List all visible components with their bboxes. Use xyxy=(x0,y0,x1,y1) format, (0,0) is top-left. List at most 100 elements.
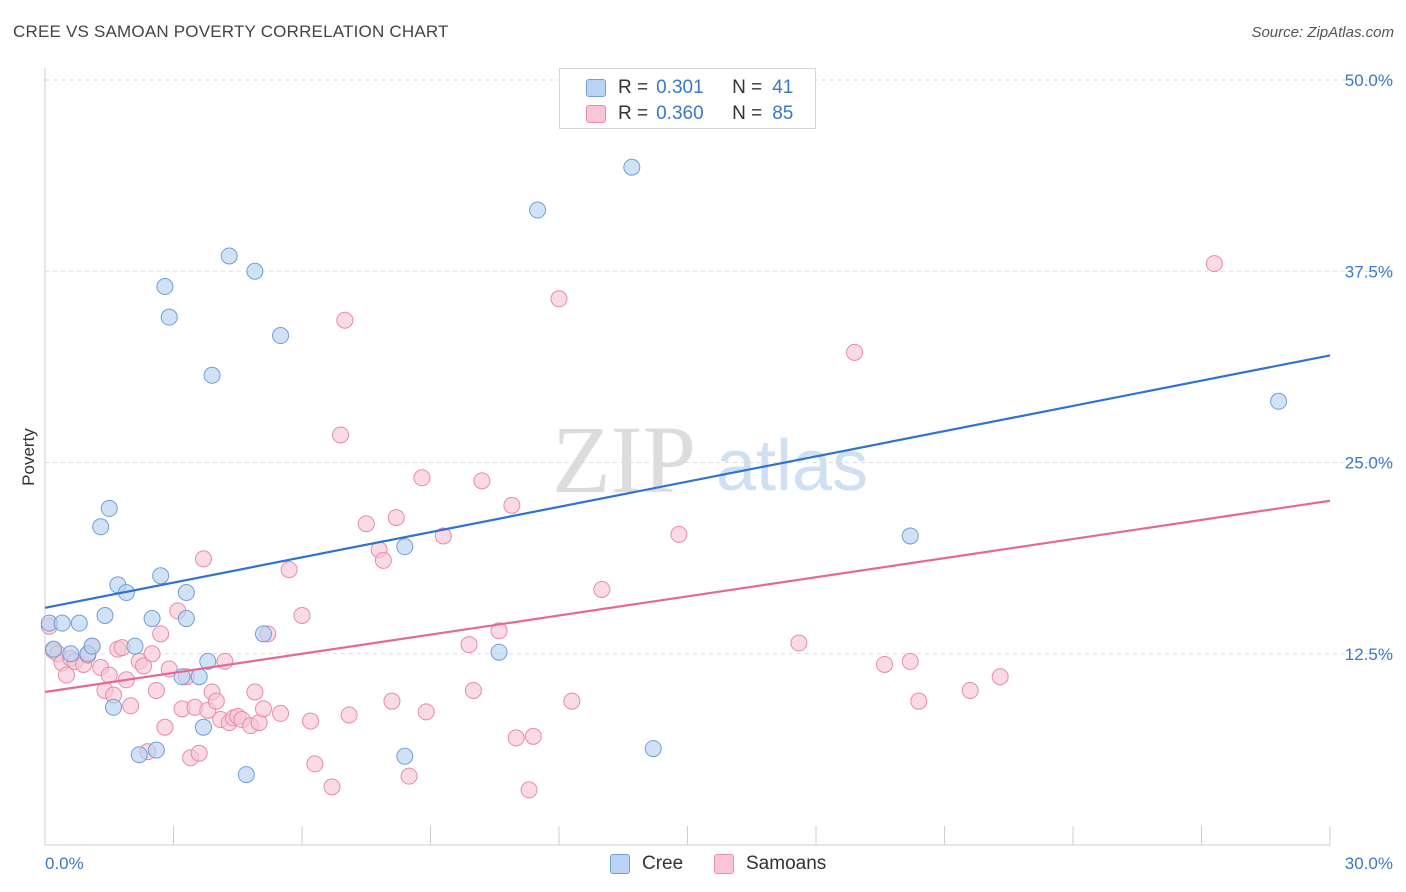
y-tick-label: 12.5% xyxy=(1345,645,1393,664)
samoan-point xyxy=(323,778,341,796)
cree-point xyxy=(53,614,71,632)
samoan-point xyxy=(460,636,478,654)
r-label: R = xyxy=(618,77,649,98)
cree-point xyxy=(152,567,170,585)
samoan-point xyxy=(152,625,170,643)
samoan-point xyxy=(147,681,165,699)
source-label: Source: ZipAtlas.com xyxy=(1251,24,1394,41)
cree-point xyxy=(254,625,272,643)
samoan-point xyxy=(254,700,272,718)
samoan-point xyxy=(357,515,375,533)
samoan-point xyxy=(413,469,431,487)
cree-point xyxy=(203,366,221,384)
samoan-point xyxy=(246,683,264,701)
samoan-point xyxy=(302,712,320,730)
samoan-point xyxy=(434,527,452,545)
samoans-legend-label: Samoans xyxy=(746,853,827,874)
n-label: N = xyxy=(732,103,763,124)
legend-row-cree: R = 0.301 N = 41 xyxy=(586,77,793,99)
samoan-point xyxy=(135,657,153,675)
y-tick-label: 37.5% xyxy=(1345,262,1393,281)
n-value: 41 xyxy=(772,77,794,98)
samoans-series xyxy=(40,255,1223,799)
samoan-point xyxy=(122,697,140,715)
cree-point xyxy=(490,643,508,661)
cree-point xyxy=(901,527,919,545)
cree-swatch xyxy=(586,79,606,97)
samoan-point xyxy=(194,550,212,568)
samoan-point xyxy=(507,729,525,747)
samoan-point xyxy=(550,290,568,308)
samoan-point xyxy=(520,781,538,799)
watermark-zip: ZIP xyxy=(552,406,696,513)
samoan-point xyxy=(790,634,808,652)
cree-point xyxy=(96,607,114,624)
samoan-point xyxy=(524,727,542,745)
samoan-point xyxy=(464,681,482,699)
cree-point xyxy=(177,584,195,602)
samoan-point xyxy=(383,692,401,710)
samoan-point xyxy=(593,580,611,598)
cree-point xyxy=(396,538,414,556)
cree-point xyxy=(199,652,217,670)
watermark-atlas: atlas xyxy=(716,426,868,506)
chart-title: CREE VS SAMOAN POVERTY CORRELATION CHART xyxy=(13,22,449,41)
samoan-point xyxy=(374,551,392,569)
r-label: R = xyxy=(618,103,649,124)
cree-point xyxy=(62,645,80,663)
y-tick-label: 50.0% xyxy=(1345,71,1393,90)
samoan-point xyxy=(293,607,311,624)
y-axis-title: Poverty xyxy=(19,428,38,486)
samoan-point xyxy=(503,496,521,514)
cree-point xyxy=(45,640,63,658)
bottom-legend-cree: Cree xyxy=(610,852,683,876)
samoan-point xyxy=(563,692,581,710)
samoans-swatch xyxy=(714,854,734,874)
cree-point xyxy=(143,610,161,628)
cree-point xyxy=(190,668,208,686)
cree-point xyxy=(246,262,264,280)
n-label: N = xyxy=(732,77,763,98)
cree-legend-label: Cree xyxy=(642,853,684,874)
watermark: ZIP atlas xyxy=(552,406,868,513)
cree-point xyxy=(396,747,414,765)
cree-point xyxy=(177,610,195,628)
samoan-point xyxy=(190,744,208,762)
samoan-point xyxy=(876,655,894,673)
samoan-point xyxy=(156,718,174,736)
x-tick-label-min: 0.0% xyxy=(45,854,84,873)
samoan-point xyxy=(901,652,919,670)
cree-point xyxy=(272,327,290,345)
cree-point xyxy=(156,278,174,296)
samoan-point xyxy=(400,767,418,785)
samoan-point xyxy=(57,666,75,684)
x-tick-label-max: 30.0% xyxy=(1345,854,1393,873)
cree-point xyxy=(100,499,118,517)
cree-swatch xyxy=(610,854,630,874)
y-tick-label: 25.0% xyxy=(1345,454,1393,473)
cree-point xyxy=(130,746,148,764)
cree-point xyxy=(160,308,178,326)
samoan-point xyxy=(670,525,688,543)
samoans-trend-line xyxy=(44,499,1331,694)
cree-point xyxy=(194,718,212,736)
cree-point xyxy=(105,698,123,716)
samoan-point xyxy=(991,668,1009,686)
trend-lines xyxy=(44,354,1331,694)
cree-point xyxy=(147,741,165,759)
correlation-legend: R = 0.301 N = 41 R = 0.360 N = 85 xyxy=(559,68,816,129)
samoan-point xyxy=(1205,255,1223,273)
r-value: 0.301 xyxy=(656,77,704,98)
samoan-point xyxy=(473,472,491,490)
samoans-swatch xyxy=(586,105,606,123)
bottom-legend-samoans: Samoans xyxy=(714,852,826,876)
cree-point xyxy=(237,766,255,784)
axes xyxy=(44,68,1331,846)
cree-point xyxy=(126,637,144,655)
cree-point xyxy=(1270,392,1288,410)
cree-point xyxy=(92,518,110,536)
cree-point xyxy=(220,247,238,265)
samoan-point xyxy=(490,622,508,640)
samoan-point xyxy=(846,343,864,361)
cree-point xyxy=(529,201,547,219)
